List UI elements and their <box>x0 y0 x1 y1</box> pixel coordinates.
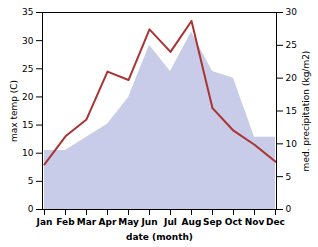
svg-text:35: 35 <box>22 7 33 17</box>
svg-text:Sep: Sep <box>203 217 223 227</box>
svg-text:10: 10 <box>286 139 298 149</box>
svg-text:0: 0 <box>28 204 34 214</box>
svg-text:Aug: Aug <box>182 217 202 227</box>
svg-text:15: 15 <box>286 106 297 116</box>
svg-text:Jan: Jan <box>36 217 53 227</box>
svg-text:Nov: Nov <box>245 217 265 227</box>
svg-text:Mar: Mar <box>77 217 97 227</box>
svg-text:10: 10 <box>22 148 34 158</box>
svg-text:30: 30 <box>286 7 298 17</box>
svg-text:Jul: Jul <box>163 217 177 227</box>
svg-text:15: 15 <box>22 120 33 130</box>
svg-text:May: May <box>118 217 139 227</box>
svg-text:20: 20 <box>22 92 34 102</box>
svg-text:25: 25 <box>22 64 33 74</box>
svg-text:med. precipitation (kg/m2): med. precipitation (kg/m2) <box>301 51 311 172</box>
svg-text:Dec: Dec <box>266 217 285 227</box>
svg-text:max temp (C): max temp (C) <box>9 80 19 142</box>
svg-text:25: 25 <box>286 40 297 50</box>
svg-text:0: 0 <box>286 204 292 214</box>
svg-text:5: 5 <box>28 176 34 186</box>
svg-text:20: 20 <box>286 73 298 83</box>
svg-text:Feb: Feb <box>56 217 75 227</box>
svg-text:30: 30 <box>22 36 34 46</box>
svg-text:Apr: Apr <box>99 217 117 227</box>
svg-text:Oct: Oct <box>225 217 243 227</box>
svg-text:Jun: Jun <box>140 217 157 227</box>
svg-text:date (month): date (month) <box>126 232 193 242</box>
svg-text:5: 5 <box>286 172 292 182</box>
